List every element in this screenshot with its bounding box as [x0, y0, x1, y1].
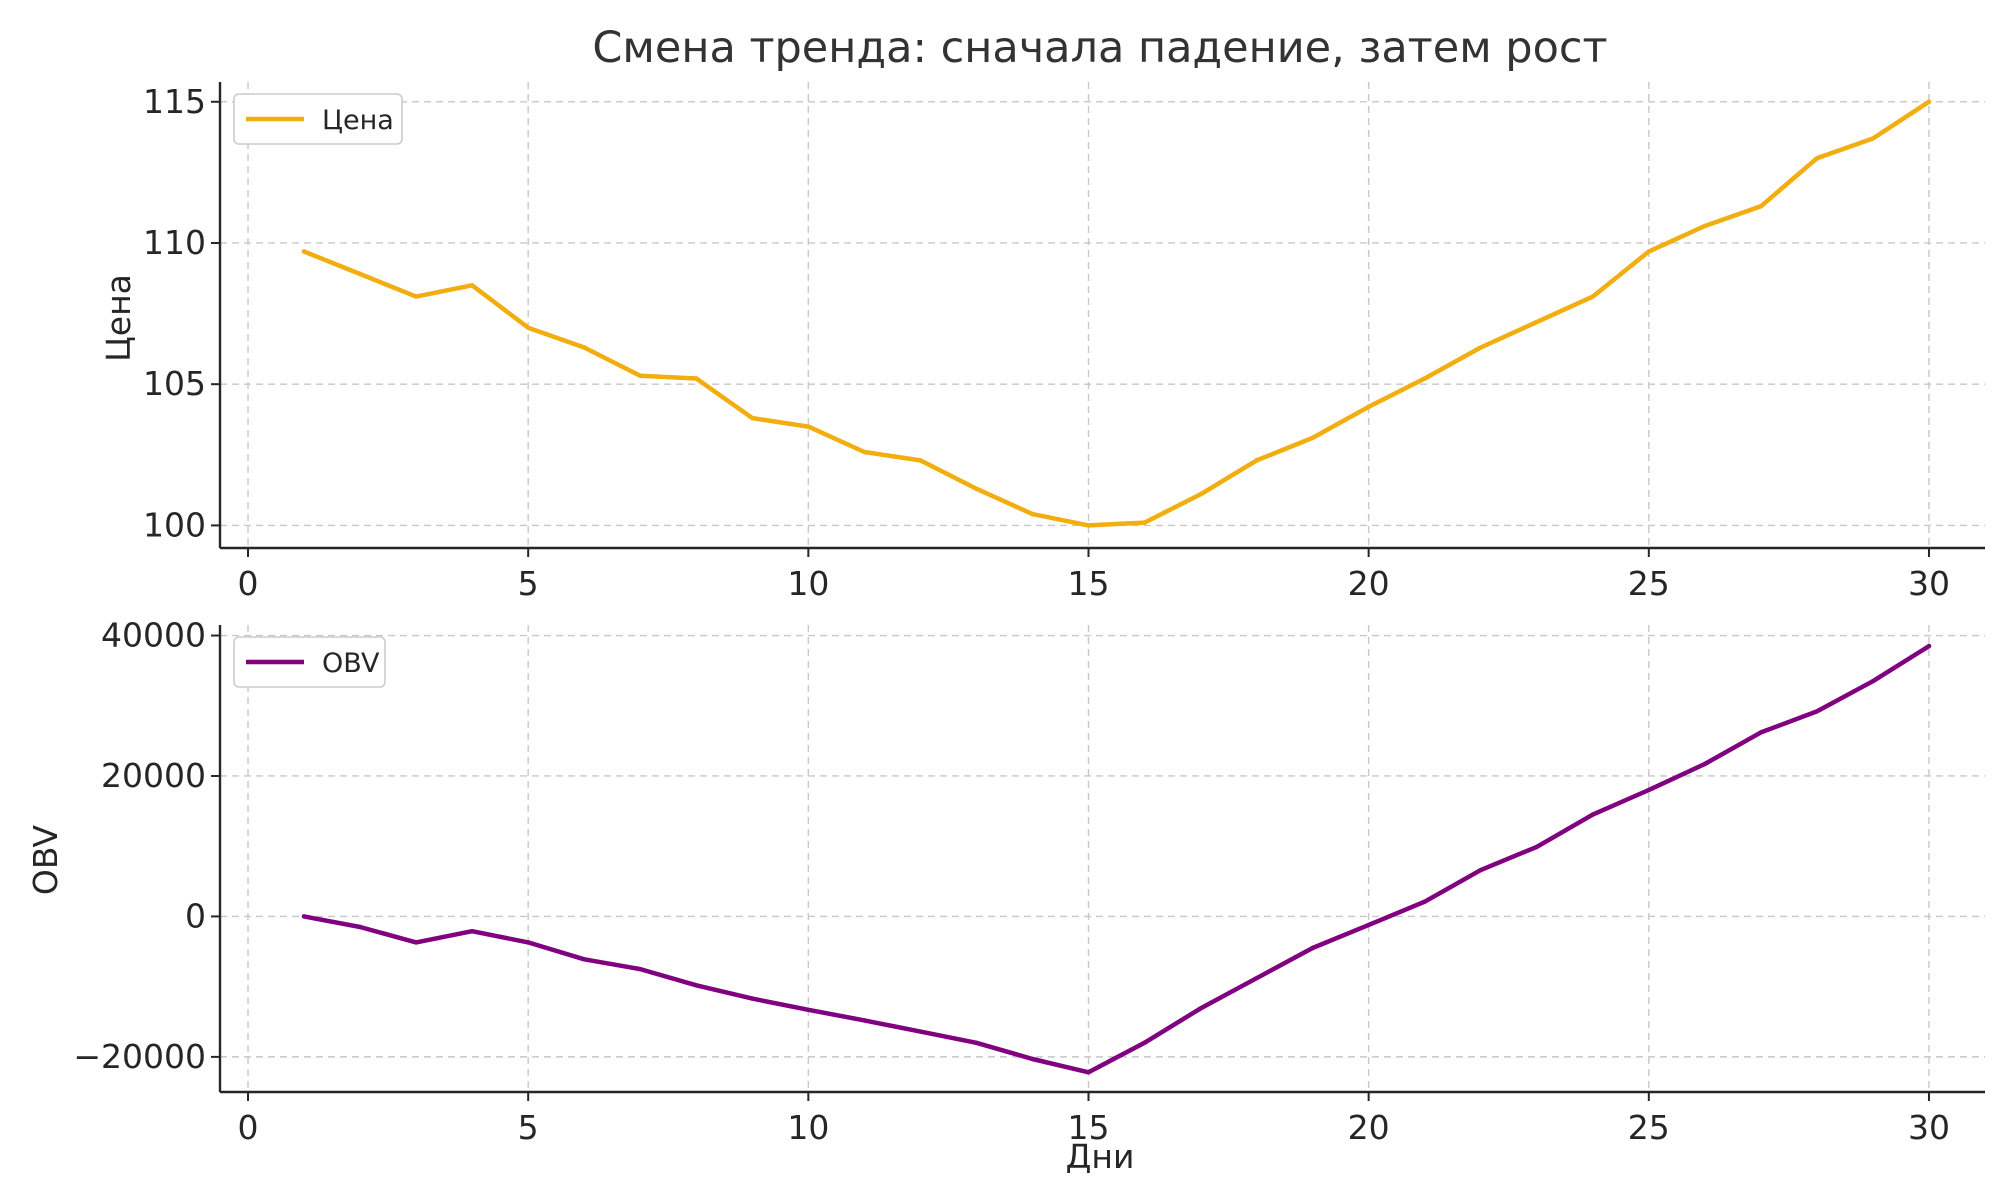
obv-data-point	[1646, 787, 1652, 793]
price-x-tick-label: 25	[1628, 564, 1670, 603]
obv-data-point	[357, 924, 363, 930]
obv-panel: 0 5 10 15 20 25 30 −20000 0 20000 40000 OBV	[73, 616, 1985, 1147]
obv-legend-label: OBV	[322, 648, 380, 679]
price-x-tick-label: 0	[238, 564, 259, 603]
price-data-point	[1422, 376, 1427, 381]
obv-y-axis-label: OBV	[26, 824, 65, 895]
obv-y-tick-label: 0	[185, 896, 206, 935]
x-axis-label: Дни	[1066, 1137, 1135, 1176]
price-data-point	[1870, 136, 1876, 141]
obv-data-point	[750, 996, 755, 1001]
price-data-point	[918, 458, 923, 463]
obv-data-point	[1814, 709, 1820, 714]
price-data-point	[1590, 294, 1596, 299]
price-data-point	[1646, 249, 1652, 254]
obv-data-point	[1422, 899, 1427, 904]
obv-data-point	[862, 1018, 867, 1023]
obv-data-point	[1926, 643, 1932, 649]
obv-data-point	[1198, 1006, 1203, 1011]
price-data-point	[413, 294, 419, 299]
price-data-point	[1478, 345, 1483, 350]
obv-data-point	[1254, 976, 1259, 981]
obv-data-point	[1366, 922, 1371, 928]
obv-x-tick-label: 0	[238, 1108, 259, 1147]
price-data-point	[582, 345, 587, 350]
obv-data-point	[638, 966, 643, 972]
price-x-tick-label: 5	[518, 564, 539, 603]
price-data-point	[1534, 319, 1539, 325]
chart-title: Смена тренда: сначала падение, затем рос…	[592, 23, 1607, 73]
obv-data-point	[582, 957, 587, 962]
price-data-point	[638, 373, 643, 378]
price-data-point	[750, 415, 755, 421]
price-data-point	[862, 449, 867, 455]
obv-data-point	[1702, 761, 1708, 767]
obv-series-line	[301, 643, 1932, 1075]
price-x-tick-label: 30	[1908, 564, 1950, 603]
obv-data-point	[1030, 1056, 1035, 1062]
price-legend-box	[233, 93, 403, 145]
price-y-tick-label: 110	[143, 223, 206, 262]
price-x-tick-label: 10	[787, 564, 829, 603]
obv-x-tick-label: 10	[787, 1108, 829, 1147]
obv-data-point	[806, 1007, 811, 1012]
obv-data-point	[1142, 1040, 1147, 1046]
price-y-axis-label: Цена	[99, 274, 138, 362]
obv-legend: OBV	[233, 636, 386, 688]
obv-x-tick-label: 15	[1067, 1108, 1109, 1147]
price-data-point	[469, 283, 475, 288]
price-data-point	[1814, 156, 1820, 161]
price-data-point	[357, 271, 363, 277]
price-x-tick-label: 15	[1067, 564, 1109, 603]
price-data-point	[694, 376, 699, 381]
obv-data-point	[413, 940, 419, 945]
obv-data-point	[918, 1029, 923, 1034]
price-data-point	[1702, 223, 1708, 229]
price-y-tick-label: 115	[143, 82, 206, 121]
obv-x-tick-label: 20	[1348, 1108, 1390, 1147]
obv-data-point	[526, 940, 531, 945]
price-data-point	[1254, 458, 1259, 463]
price-data-point	[1086, 523, 1091, 528]
obv-data-point	[1478, 867, 1483, 873]
price-data-point	[1366, 404, 1371, 409]
obv-legend-box	[233, 636, 386, 688]
obv-data-point	[301, 914, 307, 919]
obv-data-point	[974, 1040, 979, 1046]
obv-data-point	[1310, 945, 1315, 951]
obv-x-tick-label: 25	[1628, 1108, 1670, 1147]
price-data-point	[1310, 435, 1315, 441]
price-data-point	[806, 424, 811, 429]
obv-data-point	[1758, 730, 1764, 735]
obv-data-point	[469, 929, 475, 934]
obv-data-point	[1870, 679, 1876, 684]
obv-data-point	[1086, 1070, 1091, 1075]
price-y-tick-label: 105	[143, 364, 206, 403]
obv-y-tick-label: 40000	[101, 616, 206, 655]
price-panel: 0 5 10 15 20 25 30 100 105 110 115 Цена	[143, 82, 1985, 603]
obv-x-tick-label: 5	[518, 1108, 539, 1147]
obv-x-tick-label: 30	[1908, 1108, 1950, 1147]
price-legend: Цена	[233, 93, 403, 145]
price-data-point	[1142, 520, 1147, 525]
price-data-point	[1198, 492, 1203, 497]
obv-y-tick-label: 20000	[101, 756, 206, 795]
price-series-line	[301, 99, 1932, 528]
price-y-tick-label: 100	[143, 505, 206, 544]
obv-data-point	[694, 983, 699, 988]
price-x-tick-label: 20	[1348, 564, 1390, 603]
price-data-point	[301, 249, 307, 254]
price-data-point	[1926, 99, 1932, 105]
obv-data-point	[1590, 812, 1596, 817]
price-data-point	[974, 486, 979, 491]
price-data-point	[1758, 204, 1764, 209]
price-data-point	[1030, 511, 1035, 517]
obv-data-point	[1534, 844, 1539, 850]
price-legend-label: Цена	[322, 105, 394, 136]
price-data-point	[526, 325, 531, 330]
obv-y-tick-label: −20000	[73, 1037, 206, 1076]
